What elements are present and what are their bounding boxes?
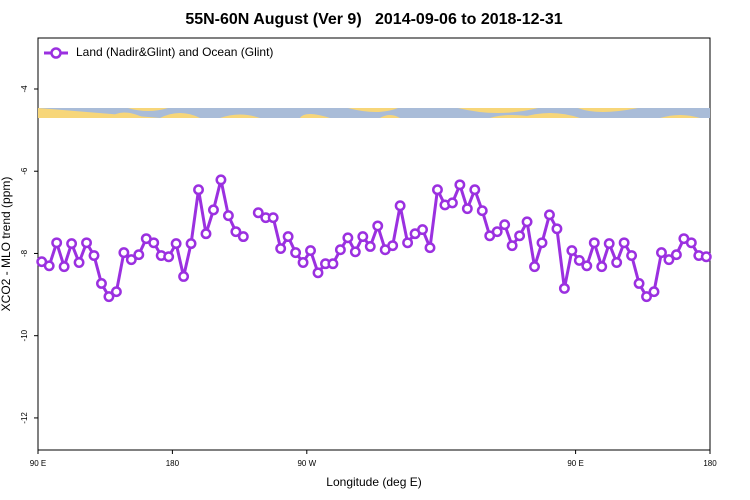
data-point [125,254,137,266]
data-point [402,237,414,249]
data-point [588,237,600,249]
data-point [454,179,466,191]
data-point [342,232,354,244]
data-point [581,260,593,272]
data-point [305,245,316,257]
y-tick-label: -12 [20,412,29,424]
data-point [297,257,309,268]
x-tick-label: 180 [703,459,717,468]
data-point [133,249,145,261]
data-point [558,282,570,294]
x-tick-label: 90 E [567,459,583,468]
data-point [327,258,339,270]
data-point [237,231,249,243]
legend: Land (Nadir&Glint) and Ocean (Glint) [44,45,273,59]
data-point [364,241,376,252]
data-point [312,267,324,279]
data-point [81,237,92,249]
data-point [514,230,526,242]
data-point [566,245,578,257]
data-point [178,271,190,282]
data-point [334,244,346,256]
data-point [387,240,399,252]
data-point [58,261,70,273]
data-point [432,184,443,196]
data-point [66,238,78,250]
data-point [461,203,473,215]
data-point [200,228,212,240]
data-point [656,247,667,259]
y-tick-label: -6 [20,167,29,175]
data-point [96,278,107,289]
data-point [208,204,219,216]
data-point [275,243,287,254]
map-land [110,112,580,118]
data-point [424,242,436,254]
data-point [469,184,481,196]
data-point [476,205,488,217]
data-point [193,184,204,196]
data-point [573,254,585,266]
data-point [611,257,623,268]
data-point [110,286,122,298]
map-strip [38,108,710,118]
data-point [290,247,302,259]
data-point [491,226,503,238]
data-point [596,261,608,273]
data-point [103,291,115,303]
data-point [641,291,652,303]
y-axis-label: XCO2 - MLO trend (ppm) [0,177,13,312]
data-point [685,237,697,249]
data-point [529,261,540,273]
data-point [551,223,563,235]
data-point [633,278,645,289]
data-point [222,210,234,222]
data-point [163,251,175,263]
x-axis-label: Longitude (deg E) [326,475,421,489]
data-point [417,224,428,236]
legend-label: Land (Nadir&Glint) and Ocean (Glint) [76,45,273,59]
data-point [88,250,100,261]
data-point [282,231,294,243]
data-point [148,237,160,249]
y-tick-label: -8 [20,249,29,257]
data-point [185,238,197,250]
x-tick-label: 90 E [30,459,46,468]
data-point [506,240,518,252]
data-point [267,212,279,224]
data-point [626,250,638,261]
y-tick-label: -4 [20,85,29,93]
data-point [215,174,227,186]
data-point [446,197,458,209]
data-point [252,207,264,219]
data-point [43,260,55,272]
x-tick-label: 90 W [297,459,316,468]
chart-title: 55N-60N August (Ver 9) 2014-09-06 to 201… [185,11,562,28]
data-point [536,237,548,249]
data-point [372,220,384,232]
data-point [73,257,85,268]
data-point [499,219,511,231]
x-tick-label: 180 [166,459,180,468]
data-point [670,249,682,261]
y-tick-label: -10 [20,329,29,341]
data-point [394,200,406,212]
data-point [544,209,555,221]
plot-frame [37,37,711,451]
data-point [618,237,630,249]
data-point [700,251,712,263]
data-point [51,237,63,249]
data-point [603,238,615,250]
data-point [648,286,660,298]
data-point [521,216,533,228]
data-point [230,226,242,238]
legend-marker [50,47,62,59]
data-point [170,238,182,250]
data-point [663,254,675,266]
data-point [357,231,369,243]
data-point [349,246,361,258]
data-point [118,247,130,259]
